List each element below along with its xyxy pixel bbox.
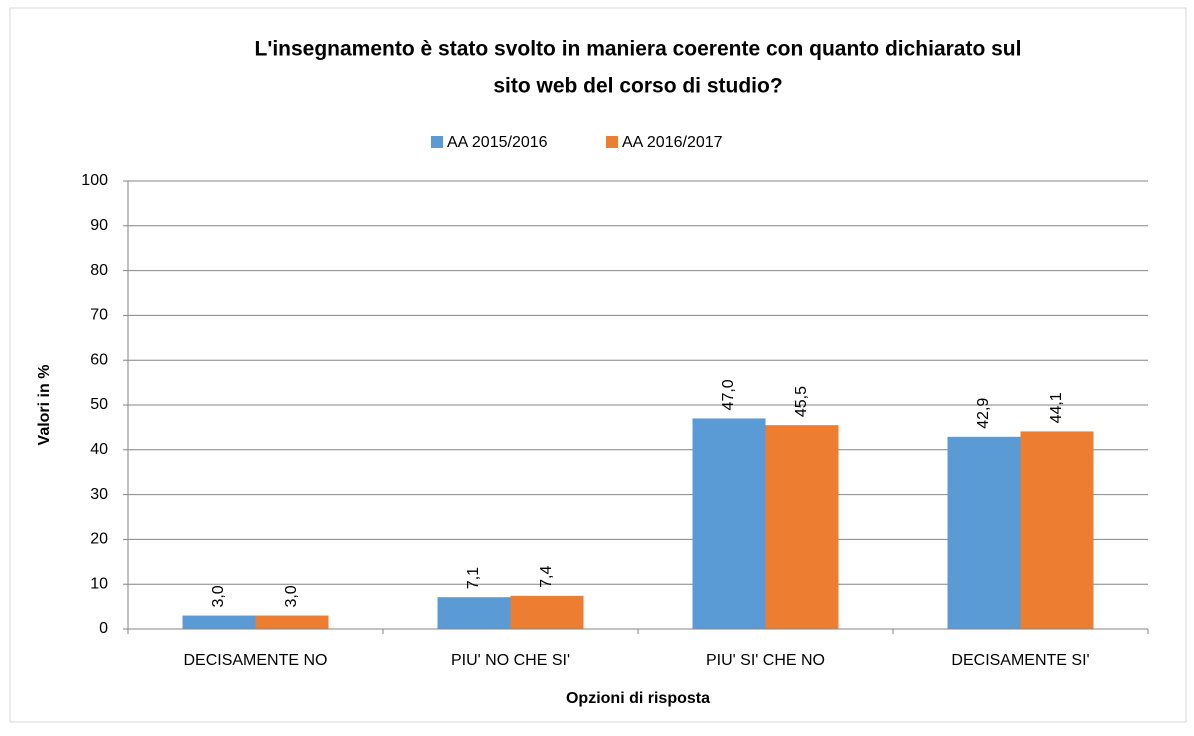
y-tick-label: 80 (90, 262, 108, 279)
chart-title: sito web del corso di studio? (493, 75, 782, 98)
legend-label: AA 2016/2017 (622, 134, 723, 151)
data-label: 42,9 (975, 398, 992, 429)
bar (510, 595, 584, 629)
legend-swatch (606, 136, 618, 148)
y-tick-label: 50 (90, 396, 108, 413)
x-axis-label: Opzioni di risposta (566, 690, 710, 707)
bar (255, 615, 329, 629)
bar (437, 597, 511, 629)
bar (182, 615, 256, 629)
x-tick-label: PIU' NO CHE SI' (451, 652, 570, 669)
bar (947, 436, 1021, 629)
y-axis-label: Valori in % (36, 365, 53, 446)
y-tick-label: 100 (81, 172, 108, 189)
y-tick-label: 70 (90, 307, 108, 324)
data-label: 45,5 (793, 386, 810, 417)
data-label: 3,0 (283, 585, 300, 607)
legend-label: AA 2015/2016 (447, 134, 548, 151)
bar (692, 418, 766, 629)
x-tick-label: DECISAMENTE NO (183, 652, 327, 669)
y-tick-label: 90 (90, 217, 108, 234)
x-tick-label: PIU' SI' CHE NO (706, 652, 825, 669)
data-label: 47,0 (720, 379, 737, 410)
legend-swatch (431, 136, 443, 148)
y-tick-label: 0 (99, 620, 108, 637)
y-tick-label: 10 (90, 575, 108, 592)
y-tick-label: 60 (90, 351, 108, 368)
y-tick-label: 20 (90, 531, 108, 548)
y-tick-label: 40 (90, 441, 108, 458)
y-tick-label: 30 (90, 486, 108, 503)
chart-title: L'insegnamento è stato svolto in maniera… (255, 38, 1022, 61)
bar (765, 425, 839, 629)
data-label: 44,1 (1048, 392, 1065, 423)
data-label: 7,4 (538, 566, 555, 588)
bar (1020, 431, 1094, 629)
data-label: 3,0 (210, 585, 227, 607)
data-label: 7,1 (465, 567, 482, 589)
x-tick-label: DECISAMENTE SI' (951, 652, 1089, 669)
